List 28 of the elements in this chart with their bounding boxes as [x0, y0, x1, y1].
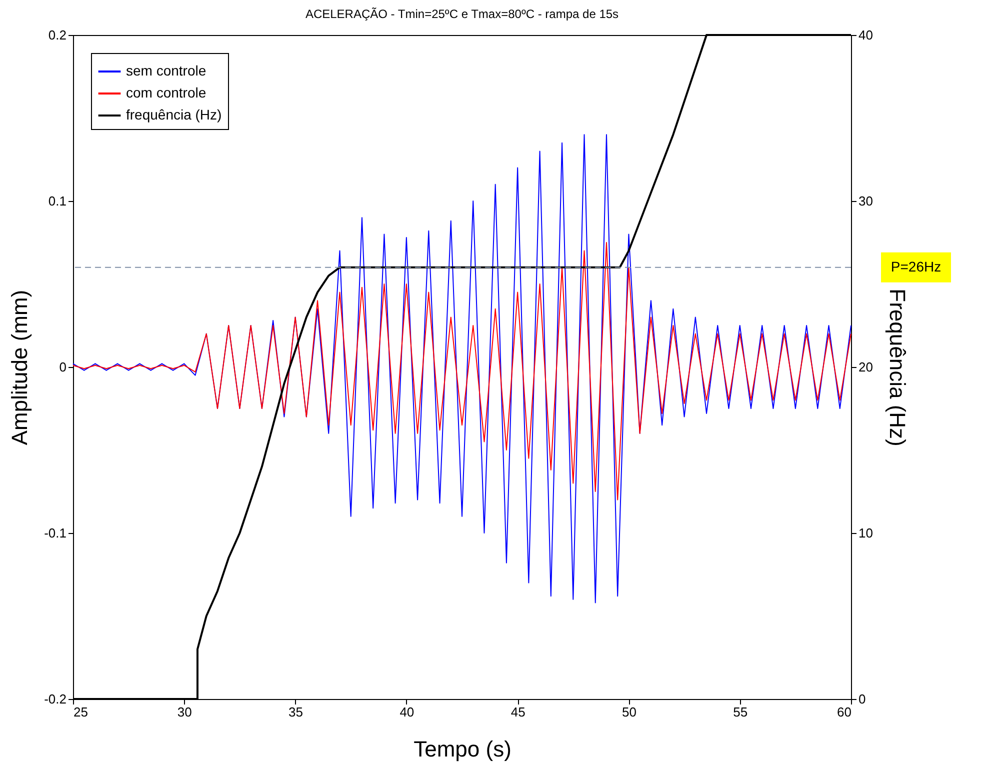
x-axis-title: Tempo (s) [414, 736, 512, 762]
line-series [72, 134, 852, 604]
y2-tick-label: 30 [858, 194, 873, 208]
y-tick-label: 0.2 [48, 28, 66, 42]
chart-title: ACELERAÇÃO - Tmin=25ºC e Tmax=80ºC - rampa de 15s [305, 7, 619, 21]
y2-tick-label: 40 [858, 28, 873, 42]
x-tick-label: 30 [177, 704, 192, 720]
y-axis-title: Amplitude (mm) [7, 290, 32, 446]
x-tick-label: 25 [74, 704, 88, 720]
y-tick-label: -0.2 [44, 692, 66, 706]
x-tick-label: 50 [622, 704, 636, 720]
y-tick-label: 0.1 [48, 194, 66, 208]
x-tick-label: 40 [400, 704, 414, 720]
x-tick-label: 45 [510, 704, 526, 720]
legend-label: sem controle [126, 62, 206, 78]
legend-label: com controle [126, 84, 206, 100]
x-tick-label: 60 [837, 704, 852, 720]
y2-tick-label: 0 [858, 692, 866, 706]
y2-axis-title: Frequência (Hz) [884, 288, 910, 446]
legend-label: frequência (Hz) [126, 106, 222, 122]
x-tick-label: 55 [733, 704, 748, 720]
y-tick-label: 0 [59, 360, 66, 374]
y-tick-label: -0.1 [44, 526, 66, 540]
x-tick-label: 35 [288, 704, 304, 720]
ref-line-label: P=26Hz [890, 258, 942, 274]
y2-tick-label: 10 [858, 526, 873, 540]
y2-tick-label: 20 [858, 360, 873, 374]
line-series [72, 242, 852, 500]
